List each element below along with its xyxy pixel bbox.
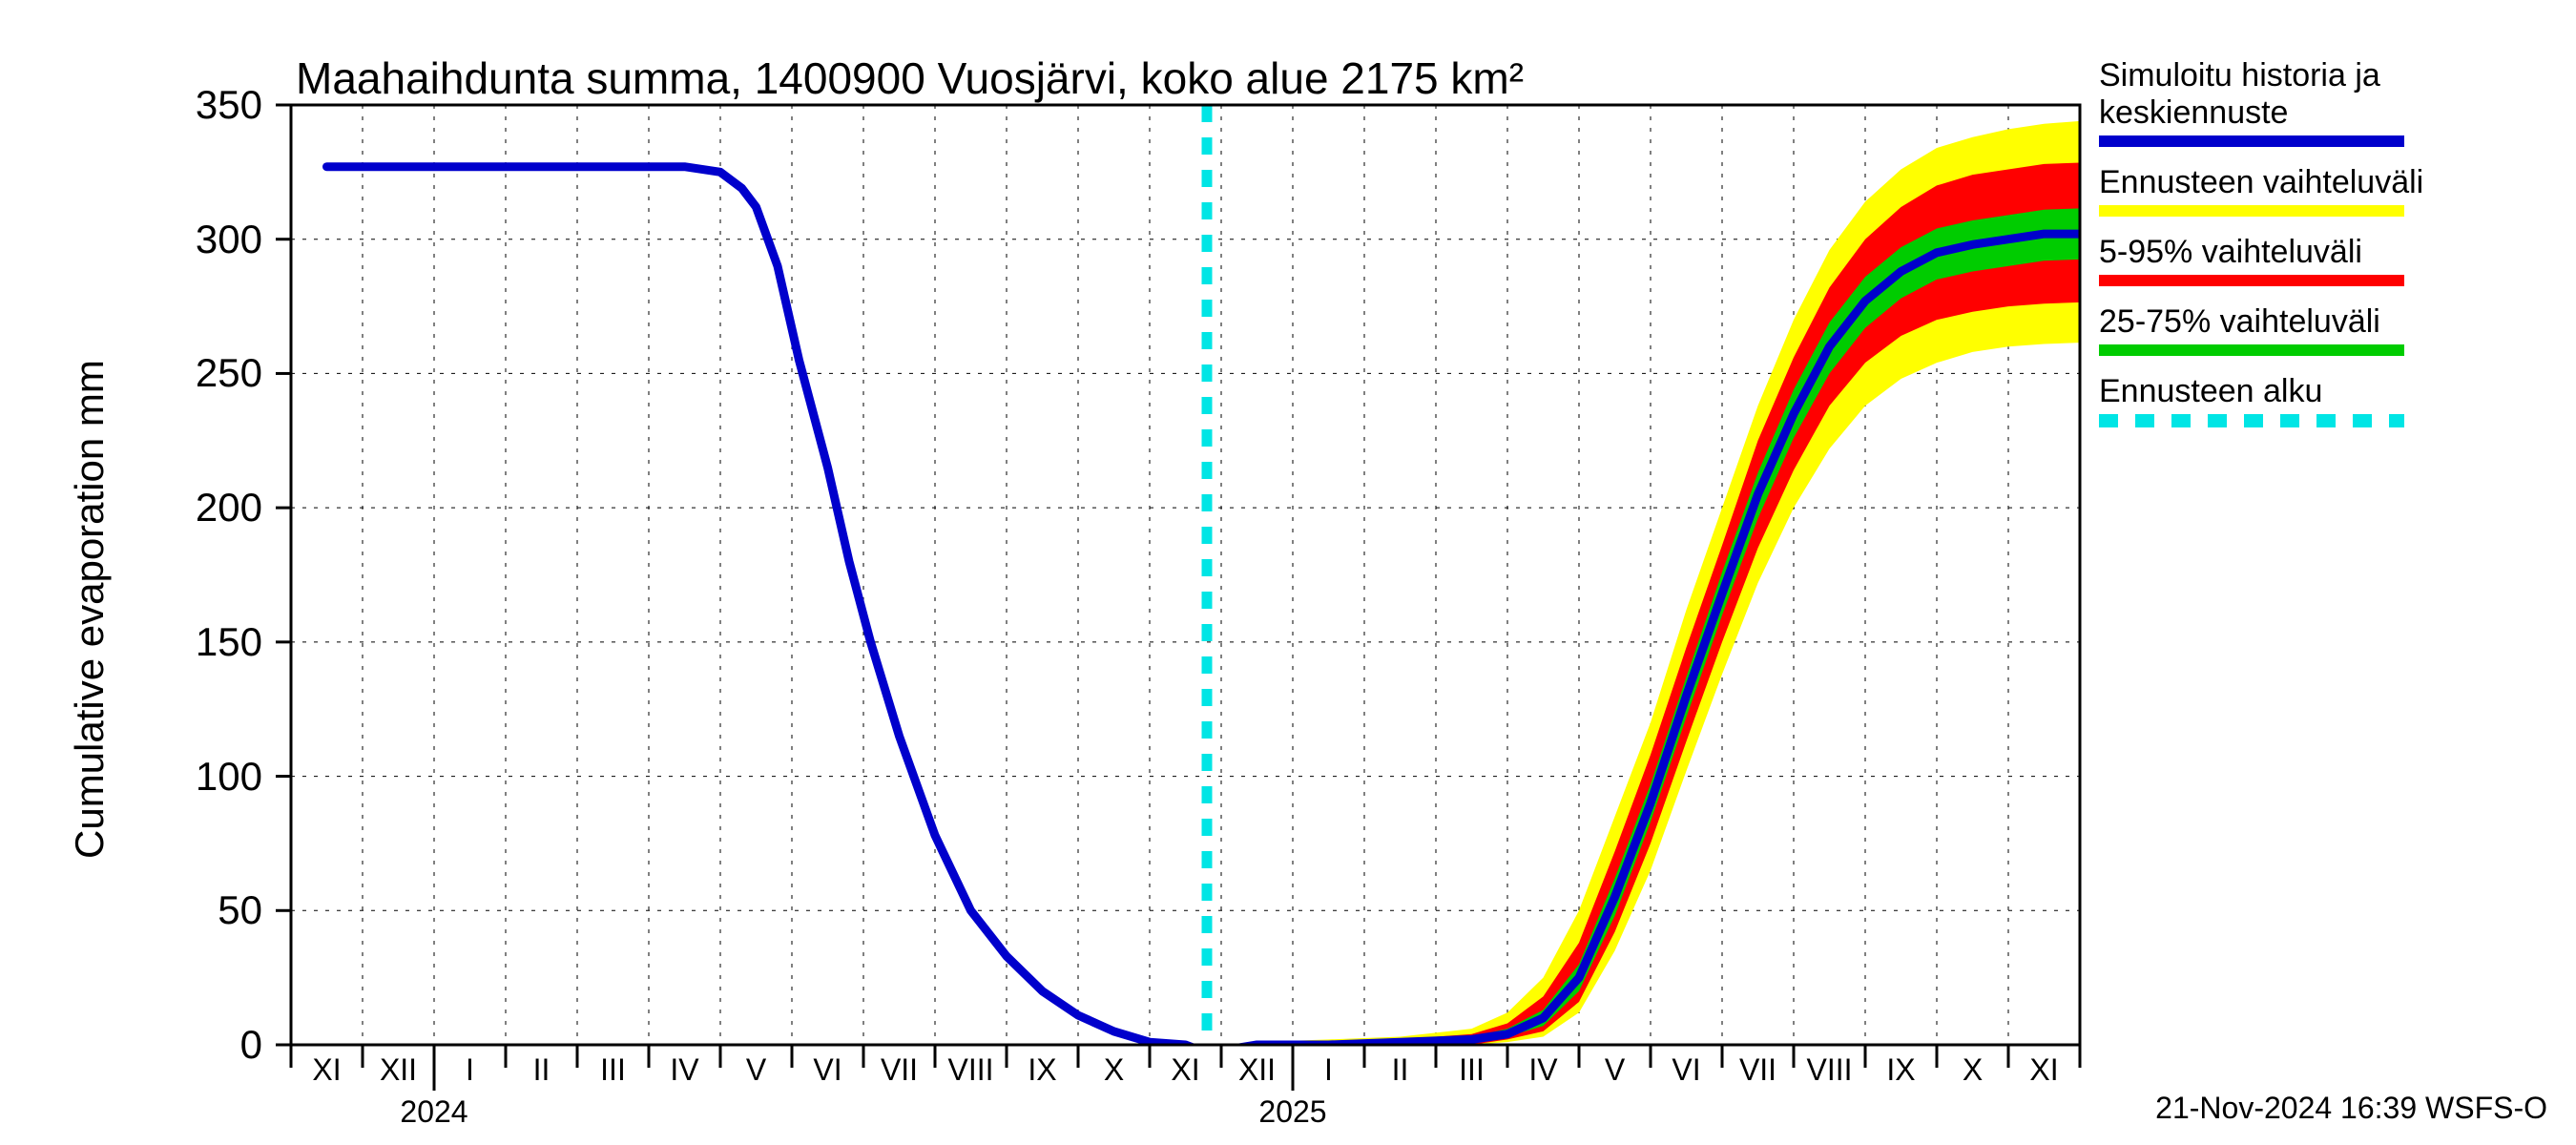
x-tick-label: XI <box>312 1052 341 1088</box>
legend-item: Ennusteen alku <box>2099 373 2423 427</box>
y-tick-label: 150 <box>167 619 262 665</box>
x-year-label: 2025 <box>1258 1094 1326 1130</box>
legend-label: Ennusteen alku <box>2099 373 2423 410</box>
x-tick-label: I <box>1324 1052 1333 1088</box>
y-tick-label: 200 <box>167 485 262 531</box>
legend-swatch <box>2099 135 2404 147</box>
x-tick-label: IV <box>1528 1052 1557 1088</box>
x-tick-label: III <box>1459 1052 1485 1088</box>
x-tick-label: VII <box>1739 1052 1776 1088</box>
x-tick-label: VI <box>813 1052 841 1088</box>
x-tick-label: X <box>1963 1052 1983 1088</box>
timestamp-label: 21-Nov-2024 16:39 WSFS-O <box>2155 1091 2547 1126</box>
legend-swatch <box>2099 344 2404 356</box>
x-tick-label: IX <box>1028 1052 1056 1088</box>
y-tick-label: 300 <box>167 217 262 262</box>
legend-label: 5-95% vaihteluväli <box>2099 234 2423 271</box>
legend-item: 25-75% vaihteluväli <box>2099 303 2423 356</box>
y-tick-label: 100 <box>167 754 262 800</box>
legend-label: 25-75% vaihteluväli <box>2099 303 2423 341</box>
x-tick-label: IV <box>670 1052 698 1088</box>
x-tick-label: II <box>533 1052 551 1088</box>
x-tick-label: VII <box>881 1052 918 1088</box>
legend-item: 5-95% vaihteluväli <box>2099 234 2423 286</box>
x-tick-label: XI <box>2029 1052 2058 1088</box>
x-tick-label: VIII <box>1806 1052 1852 1088</box>
x-tick-label: V <box>746 1052 766 1088</box>
legend-label: keskiennuste <box>2099 94 2423 132</box>
x-tick-label: II <box>1392 1052 1409 1088</box>
legend-label: Simuloitu historia ja <box>2099 57 2423 94</box>
legend-item: Ennusteen vaihteluväli <box>2099 164 2423 217</box>
legend-swatch <box>2099 414 2404 427</box>
x-tick-label: VI <box>1672 1052 1700 1088</box>
x-tick-label: VIII <box>947 1052 993 1088</box>
chart-container: Maahaihdunta summa, 1400900 Vuosjärvi, k… <box>0 0 2576 1145</box>
y-tick-label: 350 <box>167 82 262 128</box>
legend-label: Ennusteen vaihteluväli <box>2099 164 2423 201</box>
x-tick-label: XI <box>1171 1052 1199 1088</box>
x-tick-label: XII <box>1238 1052 1276 1088</box>
x-tick-label: XII <box>380 1052 417 1088</box>
legend: Simuloitu historia jakeskiennuste Ennuste… <box>2099 57 2423 445</box>
y-tick-label: 0 <box>167 1022 262 1068</box>
x-year-label: 2024 <box>400 1094 467 1130</box>
x-tick-label: V <box>1605 1052 1625 1088</box>
legend-swatch <box>2099 205 2404 217</box>
x-tick-label: X <box>1104 1052 1124 1088</box>
legend-swatch <box>2099 275 2404 286</box>
y-tick-label: 250 <box>167 350 262 396</box>
x-tick-label: IX <box>1886 1052 1915 1088</box>
y-tick-label: 50 <box>167 887 262 933</box>
legend-item: Simuloitu historia jakeskiennuste <box>2099 57 2423 147</box>
x-tick-label: I <box>466 1052 474 1088</box>
x-tick-label: III <box>600 1052 626 1088</box>
